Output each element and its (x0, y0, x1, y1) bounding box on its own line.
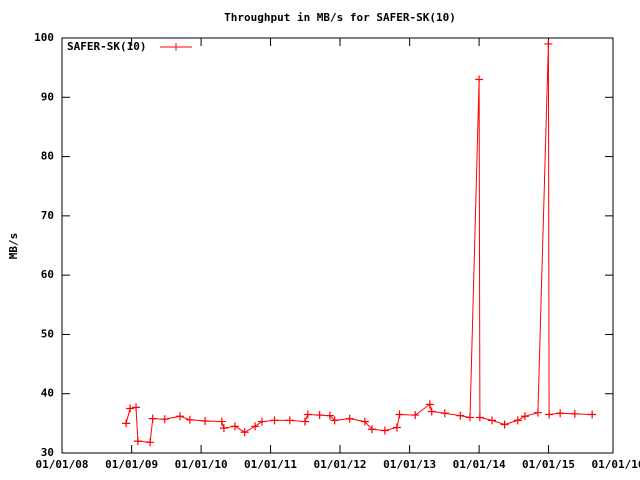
point-marker (513, 416, 522, 425)
y-tick-label: 50 (41, 327, 54, 340)
x-tick-label: 01/01/11 (244, 458, 297, 471)
point-marker (175, 412, 184, 421)
point-marker (427, 407, 436, 416)
point-marker (201, 416, 210, 425)
point-marker (132, 403, 141, 412)
x-tick-label: 01/01/15 (522, 458, 575, 471)
point-marker (133, 437, 142, 446)
y-tick-label: 40 (41, 387, 54, 400)
point-marker (122, 419, 131, 428)
point-marker (251, 422, 260, 431)
point-marker (411, 411, 420, 420)
point-marker (588, 410, 597, 419)
y-tick-label: 30 (41, 446, 54, 459)
point-marker (367, 425, 376, 434)
point-marker (185, 415, 194, 424)
point-marker (440, 409, 449, 418)
point-marker (315, 411, 324, 420)
point-marker (345, 414, 354, 423)
y-tick-label: 80 (41, 150, 54, 163)
point-marker (285, 416, 294, 425)
legend-label: SAFER-SK(10) (67, 40, 146, 53)
chart-title: Throughput in MB/s for SAFER-SK(10) (224, 11, 456, 24)
point-marker (570, 409, 579, 418)
point-marker (360, 417, 369, 426)
point-marker (160, 415, 169, 424)
x-tick-label: 01/01/14 (453, 458, 506, 471)
point-marker (475, 413, 484, 422)
point-marker (488, 416, 497, 425)
x-tick-label: 01/01/09 (105, 458, 158, 471)
point-marker (425, 400, 434, 409)
point-marker (230, 422, 239, 431)
legend-swatch (172, 43, 180, 51)
point-marker (380, 426, 389, 435)
point-marker (520, 412, 529, 421)
point-marker (240, 428, 249, 437)
point-marker (217, 417, 226, 426)
x-tick-label: 01/01/08 (36, 458, 89, 471)
y-tick-label: 60 (41, 268, 54, 281)
point-marker (325, 411, 334, 420)
y-tick-label: 70 (41, 209, 54, 222)
point-marker (392, 423, 401, 432)
point-marker (545, 410, 554, 419)
point-marker (330, 416, 339, 425)
plot-frame (61, 37, 614, 454)
point-marker (395, 410, 404, 419)
y-tick-label: 90 (41, 90, 54, 103)
x-tick-label: 01/01/16 (592, 458, 640, 471)
point-marker (300, 417, 309, 426)
point-marker (556, 409, 565, 418)
x-tick-label: 01/01/10 (175, 458, 228, 471)
x-tick-label: 01/01/13 (383, 458, 436, 471)
series-line (125, 43, 593, 443)
point-marker (533, 408, 542, 417)
point-marker (544, 39, 553, 48)
point-marker (148, 414, 157, 423)
point-marker (465, 413, 474, 422)
x-tick-label: 01/01/12 (314, 458, 367, 471)
point-marker (126, 404, 135, 413)
point-marker (456, 411, 465, 420)
point-marker (219, 424, 228, 433)
point-marker (475, 75, 484, 84)
point-marker (303, 410, 312, 419)
y-tick-label: 100 (34, 31, 54, 44)
y-axis-label: MB/s (7, 233, 20, 260)
point-marker (146, 438, 155, 447)
point-marker (270, 416, 279, 425)
point-marker (500, 420, 509, 429)
point-marker (257, 417, 266, 426)
